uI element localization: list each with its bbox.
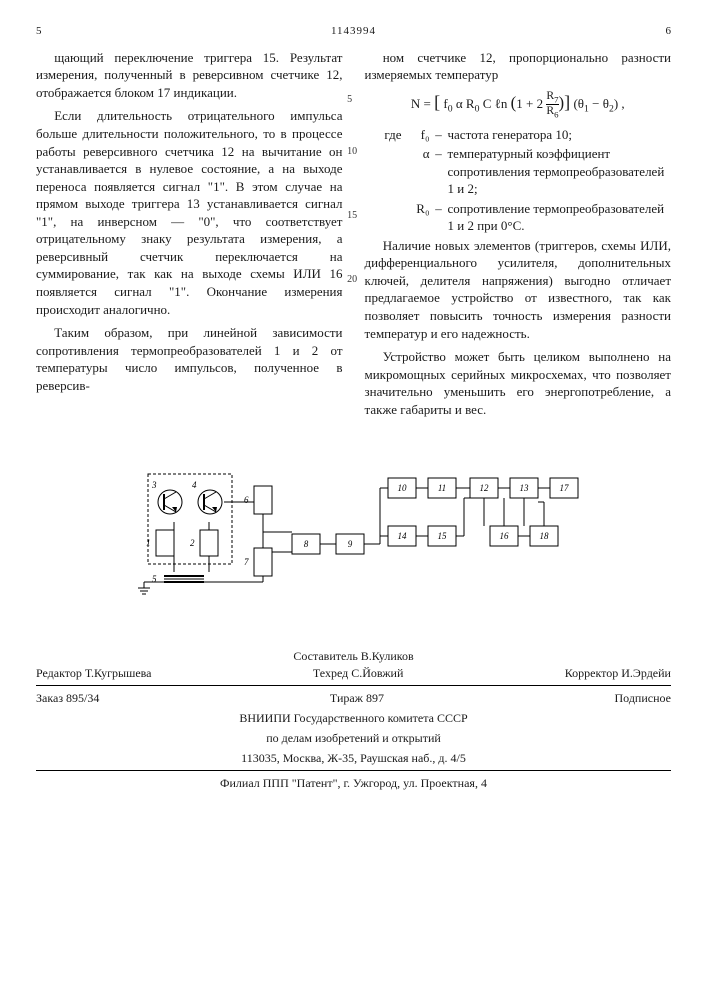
paragraph: щающий переключение триггера 15. Результ… xyxy=(36,49,343,102)
svg-text:1: 1 xyxy=(146,538,151,548)
symbol: R₀ xyxy=(406,200,430,235)
address: 113035, Москва, Ж-35, Раушская наб., д. … xyxy=(36,750,671,766)
line-number: 15 xyxy=(347,209,357,223)
paragraph: Наличие новых элементов (триггеров, схем… xyxy=(365,237,672,342)
equation: N = [ f0 α R0 C ℓn (1 + 2 R7R6)] (θ1 − θ… xyxy=(365,90,672,120)
paragraph: ном счетчике 12, пропорционально разност… xyxy=(365,49,672,84)
svg-text:8: 8 xyxy=(303,539,308,549)
paragraph: Устройство может быть целиком выполнено … xyxy=(365,348,672,418)
order-number: Заказ 895/34 xyxy=(36,690,99,706)
line-number: 5 xyxy=(347,93,352,107)
svg-text:16: 16 xyxy=(499,531,509,541)
text-columns: щающий переключение триггера 15. Результ… xyxy=(36,49,671,424)
document-number: 1143994 xyxy=(76,24,631,39)
svg-text:17: 17 xyxy=(559,483,569,493)
svg-text:11: 11 xyxy=(437,483,445,493)
left-page-number: 5 xyxy=(36,24,76,39)
svg-text:5: 5 xyxy=(152,574,157,584)
paragraph: Если длительность отрицательного импульс… xyxy=(36,107,343,318)
svg-text:15: 15 xyxy=(437,531,447,541)
where-label: где xyxy=(378,126,402,144)
right-column: ном счетчике 12, пропорционально разност… xyxy=(365,49,672,424)
where-block: где f₀ – частота генератора 10; α – темп… xyxy=(378,126,672,235)
svg-text:2: 2 xyxy=(190,538,195,548)
circuit-diagram: 341256789101112131714151618 xyxy=(104,452,604,612)
subscription: Подписное xyxy=(615,690,672,706)
line-number: 10 xyxy=(347,145,357,159)
symbol: α xyxy=(406,145,430,198)
right-page-number: 6 xyxy=(631,24,671,39)
svg-text:18: 18 xyxy=(539,531,549,541)
svg-text:10: 10 xyxy=(397,483,407,493)
filial-line: Филиал ППП "Патент", г. Ужгород, ул. Про… xyxy=(36,775,671,791)
tirazh: Тираж 897 xyxy=(330,690,384,706)
svg-text:14: 14 xyxy=(397,531,407,541)
definition: сопротивление термопреобразователей 1 и … xyxy=(448,200,672,235)
compiler-line: Составитель В.Куликов xyxy=(36,648,671,664)
symbol: f₀ xyxy=(406,126,430,144)
svg-text:6: 6 xyxy=(244,495,249,505)
page-header: 5 1143994 6 xyxy=(36,24,671,39)
svg-text:12: 12 xyxy=(479,483,489,493)
left-column: щающий переключение триггера 15. Результ… xyxy=(36,49,343,424)
org-line: по делам изобретений и открытий xyxy=(36,730,671,746)
svg-text:3: 3 xyxy=(151,480,157,490)
svg-text:4: 4 xyxy=(192,480,197,490)
svg-text:7: 7 xyxy=(244,557,249,567)
line-number: 20 xyxy=(347,273,357,287)
svg-text:9: 9 xyxy=(347,539,352,549)
svg-text:13: 13 xyxy=(519,483,529,493)
imprint-block: Составитель В.Куликов Редактор Т.Кугрыше… xyxy=(36,648,671,791)
org-line: ВНИИПИ Государственного комитета СССР xyxy=(36,710,671,726)
definition: температурный коэффициент сопротивления … xyxy=(448,145,672,198)
definition: частота генератора 10; xyxy=(448,126,672,144)
paragraph: Таким образом, при линейной зависимости … xyxy=(36,324,343,394)
